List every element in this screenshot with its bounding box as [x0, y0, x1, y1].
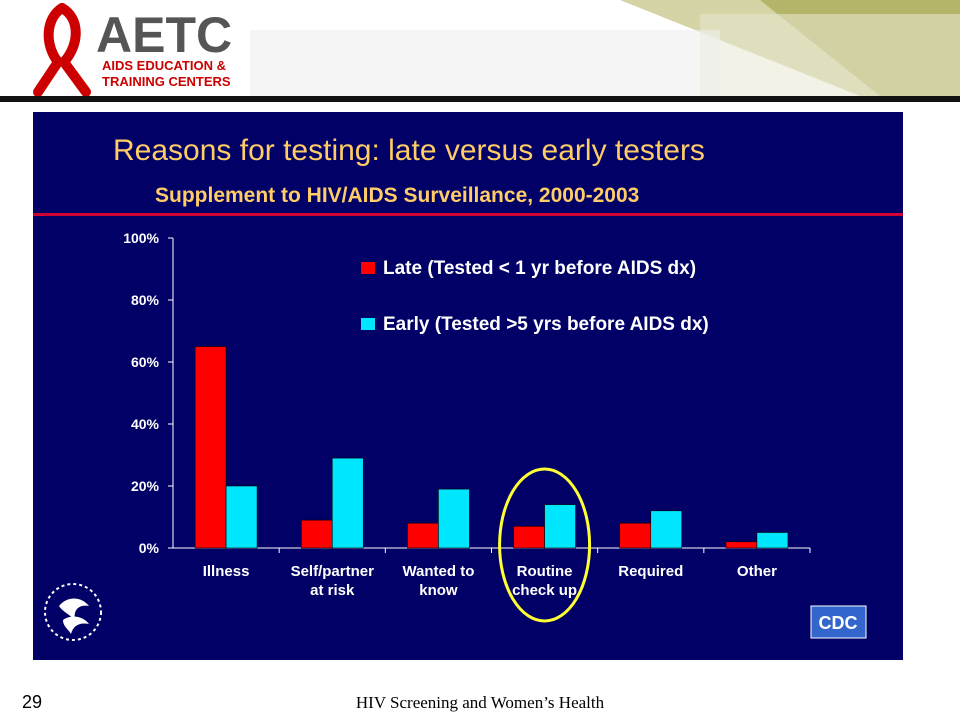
- bar-late: [407, 522, 439, 549]
- bar-late: [513, 525, 545, 549]
- x-tick-label: know: [419, 582, 458, 599]
- y-tick-label: 80%: [131, 292, 160, 308]
- y-tick-label: 0%: [139, 540, 160, 556]
- bar-early: [225, 485, 258, 549]
- cdc-logo-text: CDC: [819, 613, 858, 633]
- bar-late: [194, 346, 227, 549]
- logo-main-text: AETC: [96, 7, 232, 63]
- cdc-logo: CDC: [810, 605, 867, 639]
- slide-subtitle: Supplement to HIV/AIDS Surveillance, 200…: [155, 184, 639, 207]
- legend-label: Early (Tested >5 yrs before AIDS dx): [383, 314, 709, 335]
- header-decor-rect: [250, 30, 720, 96]
- y-tick-label: 40%: [131, 416, 160, 432]
- title-divider: [33, 213, 903, 216]
- bar-late: [300, 519, 333, 549]
- bar-early: [438, 488, 470, 549]
- y-tick-label: 60%: [131, 354, 160, 370]
- legend-swatch: [361, 262, 375, 274]
- x-tick-label: Other: [737, 563, 777, 580]
- x-tick-label: Routine: [517, 563, 573, 580]
- hhs-seal-icon: [44, 583, 102, 641]
- red-ribbon-icon: [33, 3, 91, 97]
- bar-early: [544, 504, 576, 549]
- chart: Reasons for testing: late versus early t…: [33, 134, 903, 641]
- y-tick-label: 20%: [131, 478, 160, 494]
- legend-label: Late (Tested < 1 yr before AIDS dx): [383, 258, 696, 279]
- logo-line-1: AIDS EDUCATION &: [102, 58, 226, 73]
- plot-area: 0% 20% 40% 60% 80% 100% Illness Self/partner at …: [123, 230, 811, 623]
- legend-swatch: [361, 318, 375, 330]
- page-number: 29: [22, 692, 43, 712]
- header-graphic: AETC AIDS EDUCATION & TRAINING CENTERS: [33, 0, 960, 97]
- slide-image: Reasons for testing: late versus early t…: [33, 112, 903, 660]
- header-divider: [0, 96, 960, 102]
- header: AETC AIDS EDUCATION & TRAINING CENTERS: [0, 0, 960, 100]
- bar-early: [650, 510, 683, 549]
- highlight-ellipse: [498, 467, 592, 623]
- x-tick-label: Self/partner: [291, 563, 375, 580]
- bar-late: [619, 522, 652, 549]
- bar-early: [331, 457, 364, 549]
- footer-title: HIV Screening and Women’s Health: [355, 693, 605, 712]
- x-tick-label: Required: [618, 563, 683, 580]
- bar-early: [756, 532, 789, 549]
- x-tick-label: at risk: [310, 582, 355, 599]
- header-decor-square: [700, 14, 960, 96]
- y-tick-label: 100%: [123, 230, 159, 246]
- x-tick-label: Wanted to: [402, 563, 474, 580]
- logo-line-2: TRAINING CENTERS: [102, 74, 231, 89]
- slide-title: Reasons for testing: late versus early t…: [113, 134, 705, 167]
- x-tick-label: check up: [512, 582, 577, 599]
- bar-late: [725, 541, 758, 549]
- x-tick-label: Illness: [203, 563, 250, 580]
